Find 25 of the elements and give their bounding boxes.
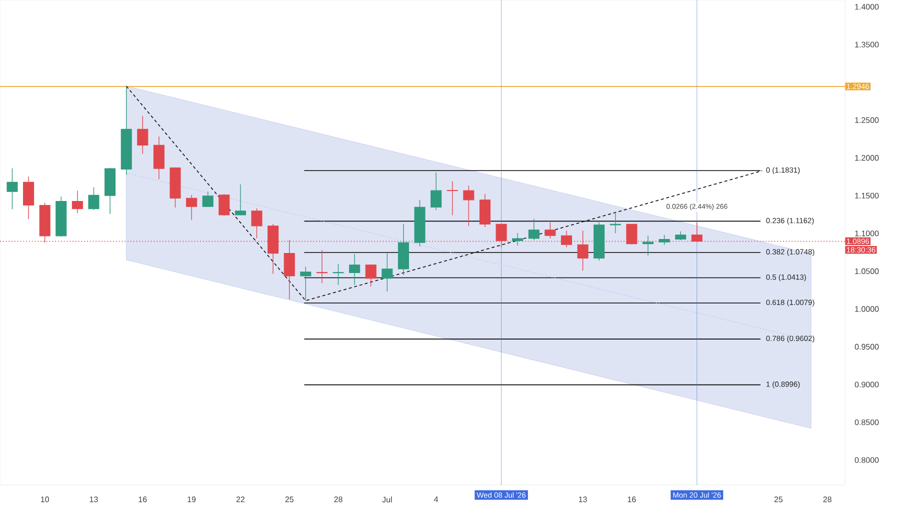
- y-tick-label: 0.9000: [854, 382, 879, 388]
- x-tick-label: 28: [823, 496, 832, 502]
- x-tick-label: Jul: [382, 496, 392, 502]
- x-tick-label: 22: [236, 496, 245, 502]
- x-tick-label: 25: [774, 496, 783, 502]
- y-tick-label: 0.9500: [854, 344, 879, 350]
- x-tick-label: 10: [40, 496, 49, 502]
- x-tick-label: 13: [90, 496, 98, 502]
- x-tick-label: 16: [628, 496, 636, 502]
- y-tick-label: 1.0500: [855, 268, 879, 274]
- y-tick-label: 1.2000: [855, 155, 879, 161]
- y-tick-label: 0.8000: [854, 457, 879, 463]
- y-tick-label: 1.3500: [855, 42, 879, 48]
- x-tick-label: 25: [285, 496, 294, 502]
- y-tick-label: 1.2500: [855, 117, 879, 123]
- y-tick-label: 1.1000: [855, 230, 879, 236]
- y-tick-label: 0.8500: [854, 419, 879, 426]
- x-tick-label: 4: [434, 496, 438, 502]
- y-tick-label: 1.0000: [855, 306, 879, 312]
- y-tick-label: 1.1500: [855, 192, 879, 198]
- x-tick-label: 19: [188, 496, 196, 502]
- x-tick-label: 16: [138, 496, 147, 502]
- y-tick-label: 1.4000: [855, 4, 879, 10]
- x-tick-label: 28: [334, 496, 342, 502]
- x-tick-label: 13: [578, 496, 587, 502]
